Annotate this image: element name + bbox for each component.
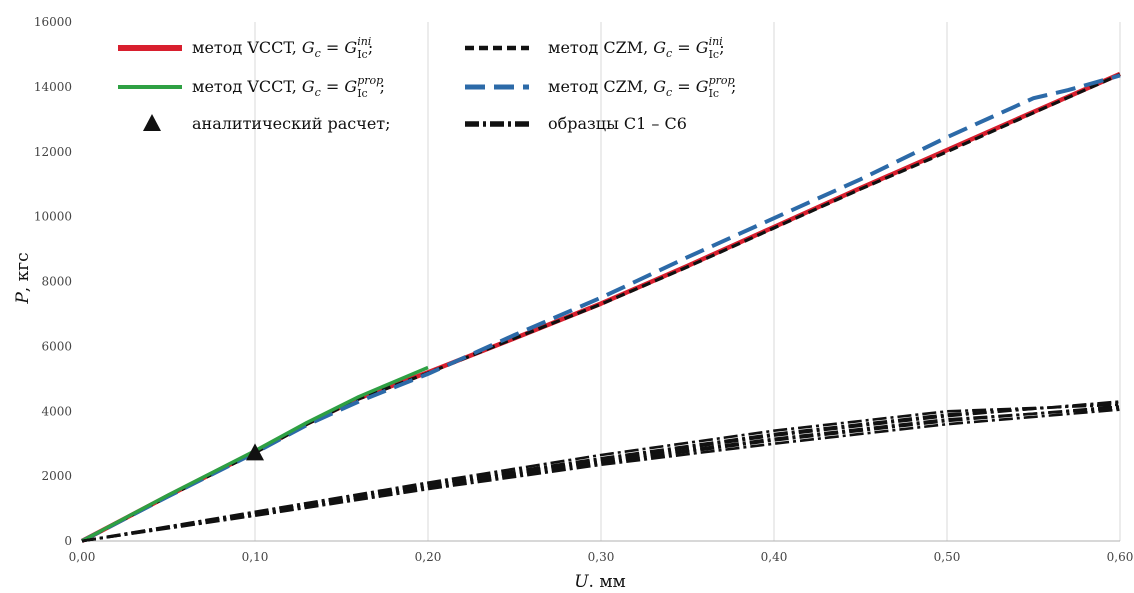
legend-label-part: c (315, 86, 321, 99)
y-tick-label: 8000 (41, 275, 72, 289)
y-tick-label: 12000 (34, 145, 72, 159)
legend-label-part: ini (357, 35, 371, 48)
legend-label-part: G (653, 38, 666, 57)
legend-label-part: Ic (357, 87, 368, 100)
legend-label-part: Ic (357, 48, 368, 61)
legend-label-part: ; (719, 38, 724, 57)
legend-label-part: ; (380, 77, 385, 96)
legend: метод VCCT, Gc = Gini Ic; метод CZM, Gc = … (118, 35, 736, 133)
legend-label: метод CZM, Gc = Gini Ic; (548, 35, 725, 61)
legend-label-part: G (302, 38, 315, 57)
legend-label-part: метод CZM, (548, 77, 653, 96)
y-tick-label: 14000 (34, 80, 72, 94)
legend-label-part: c (666, 47, 672, 60)
legend-label-part: G (696, 38, 709, 57)
y-tick-label: 2000 (41, 469, 72, 483)
x-tick-label: 0,60 (1107, 550, 1134, 564)
x-tick-label: 0,40 (761, 550, 788, 564)
y-axis-var: P (13, 292, 33, 305)
markers-group (246, 443, 264, 461)
legend-label-part: G (696, 77, 709, 96)
y-tick-label: 16000 (34, 15, 72, 29)
legend-label: аналитический расчет; (192, 114, 391, 133)
legend-label-part: prop (709, 74, 735, 87)
ticks: 0,00 0,10 0,20 0,30 0,40 0,50 0,60 0 2000 4000 600… (34, 15, 1134, 564)
legend-label: метод VCCT, Gc = Gini Ic; (192, 35, 373, 61)
legend-label-part: G (344, 38, 357, 57)
marker-triangle (246, 443, 264, 461)
x-axis-unit: . мм (589, 572, 626, 592)
x-tick-label: 0,50 (934, 550, 961, 564)
legend-label-part: c (315, 47, 321, 60)
legend-label-part: prop (357, 74, 383, 87)
series-line (81, 365, 429, 543)
legend-label-part: G (344, 77, 357, 96)
sample-line (81, 401, 1121, 543)
legend-label-part: = (672, 38, 696, 57)
legend-label-part: = (321, 77, 345, 96)
y-axis-unit: , кгс (13, 252, 33, 292)
legend-label: метод CZM, Gc = Gprop Ic; (548, 74, 736, 100)
series-group (80, 71, 1121, 543)
legend-label-part: G (653, 77, 666, 96)
legend-marker-triangle (143, 114, 161, 131)
legend-label-part: ; (368, 38, 373, 57)
x-tick-label: 0,10 (242, 550, 269, 564)
series-line (81, 73, 1121, 543)
y-axis-label: P, кгс (13, 252, 33, 304)
legend-label: метод VCCT, Gc = Gprop Ic; (192, 74, 385, 100)
legend-label-part: c (666, 86, 672, 99)
x-tick-label: 0,00 (69, 550, 96, 564)
x-tick-label: 0,20 (415, 550, 442, 564)
y-tick-label: 6000 (41, 339, 72, 353)
legend-label-part: метод VCCT, (192, 77, 302, 96)
grid (254, 22, 1121, 541)
legend-label-part: Ic (709, 48, 720, 61)
y-tick-label: 4000 (41, 404, 72, 418)
x-tick-label: 0,30 (588, 550, 615, 564)
legend-label-part: ini (709, 35, 723, 48)
legend-label-part: метод CZM, (548, 38, 653, 57)
sample-line (81, 406, 1121, 543)
legend-label-part: = (321, 38, 345, 57)
legend-label-part: = (672, 77, 696, 96)
legend-label-part: G (302, 77, 315, 96)
x-axis-label: U. мм (574, 572, 626, 592)
legend-label: образцы С1 – С6 (548, 114, 687, 133)
x-axis-var: U (574, 572, 589, 592)
legend-label-part: метод VCCT, (192, 38, 302, 57)
legend-label-part: ; (731, 77, 736, 96)
y-tick-label: 0 (64, 534, 72, 548)
legend-label-part: Ic (709, 87, 720, 100)
y-tick-label: 10000 (34, 210, 72, 224)
